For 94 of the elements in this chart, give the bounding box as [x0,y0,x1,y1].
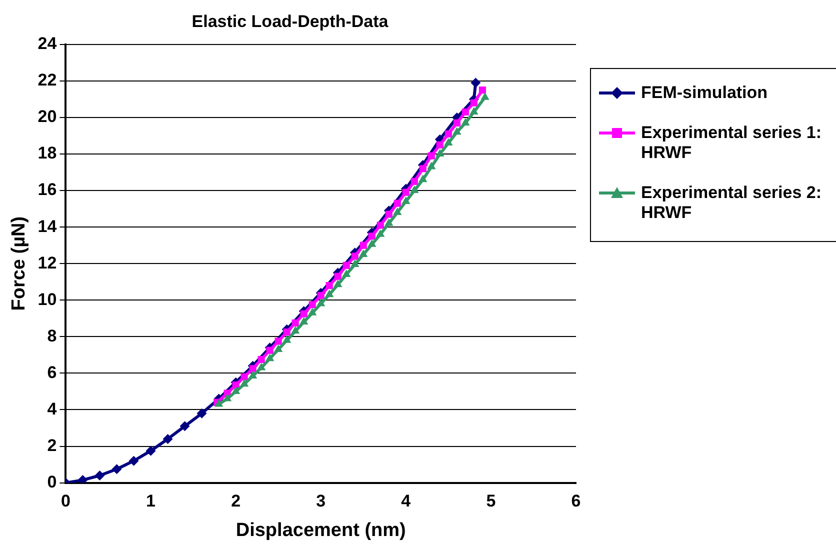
point [274,338,282,345]
point [410,186,419,194]
point [384,218,394,226]
point [214,399,224,407]
y-tick-label: 14 [38,216,58,236]
x-tick-label: 0 [60,492,70,511]
point [444,130,452,138]
x-tick-label: 1 [146,492,156,511]
y-tick-label: 12 [38,253,57,272]
y-tick-label: 6 [47,362,57,382]
point [444,138,453,146]
point [452,127,462,135]
y-tick-label: 20 [38,107,57,126]
point [317,292,324,300]
point [385,210,392,218]
legend-label: Experimental series 1: HRWF [641,123,822,163]
point [162,434,173,444]
legend-label: Experimental series 2: HRWF [641,183,822,223]
point [350,260,360,268]
point [418,174,428,182]
point [180,421,190,432]
y-tick-label: 2 [47,436,57,455]
point [112,464,122,474]
y-tick-label: 0 [47,472,57,492]
point [436,149,444,156]
point [316,298,326,306]
point [402,196,410,204]
point [342,262,350,269]
point [436,141,444,148]
point [308,301,316,308]
point [231,386,240,394]
point [266,346,274,354]
point [249,365,256,372]
x-axis-title: Displacement (nm) [236,520,406,541]
point [292,319,299,326]
point [256,362,266,370]
point [325,290,334,298]
point [394,200,401,207]
y-tick-label: 22 [38,70,57,90]
point [376,222,384,229]
point [462,108,469,116]
point [360,242,367,249]
x-tick-label: 2 [231,492,241,511]
point [470,99,478,106]
point [470,106,478,114]
point [376,229,385,237]
y-tick-label: 18 [38,144,57,163]
x-tick-label: 3 [316,492,326,511]
point [94,470,105,480]
point [274,344,283,352]
point [427,162,436,170]
chart-title: Elastic Load-Depth-Data [192,12,389,31]
point [282,335,292,343]
legend-label: FEM-simulation [641,83,768,103]
point [283,328,290,336]
point [478,86,486,94]
point [128,456,139,466]
y-tick-label: 24 [38,34,58,54]
x-tick-label: 6 [571,492,581,511]
point [419,165,426,172]
point [453,119,460,126]
point [300,310,308,318]
point [428,152,435,160]
point [300,317,308,325]
point [342,270,351,278]
point [291,326,300,334]
point [461,118,470,126]
point [402,188,410,196]
x-tick-label: 5 [486,492,496,511]
point [265,354,274,362]
point [308,308,317,316]
point [359,249,368,257]
point [240,379,249,387]
point [196,408,207,418]
point [334,272,342,280]
point [470,78,481,88]
point [240,373,248,380]
point [368,232,376,240]
y-tick-label: 8 [47,326,57,346]
point [326,282,333,290]
point [393,207,402,215]
point [410,178,418,185]
point [146,446,156,456]
point [351,252,358,260]
point [258,356,265,364]
y-tick-label: 4 [47,399,58,418]
y-tick-label: 10 [38,290,57,309]
point [248,370,258,378]
x-tick-label: 4 [401,492,412,511]
y-axis-title: Force (µN) [8,216,30,311]
point [480,92,490,100]
y-tick-label: 16 [38,180,57,200]
point [368,239,376,247]
point [334,280,342,288]
